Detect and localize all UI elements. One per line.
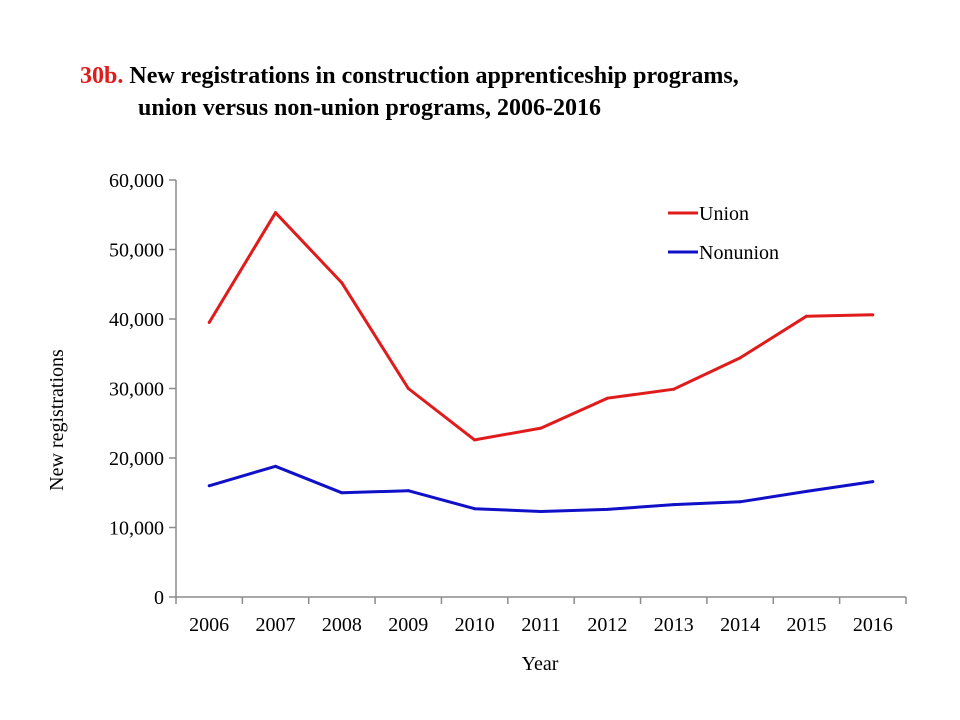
y-tick-label: 40,000	[109, 309, 164, 331]
y-tick-label: 10,000	[109, 518, 164, 540]
data-point-nonunion	[738, 500, 742, 504]
series-layer	[207, 211, 875, 514]
x-tick-label: 2015	[786, 614, 826, 636]
data-point-nonunion	[340, 491, 344, 495]
series-line-nonunion	[208, 464, 874, 513]
data-point-union	[207, 320, 211, 324]
data-point-nonunion	[274, 464, 278, 468]
x-tick-label: 2014	[720, 614, 760, 636]
chart-title-line1: 30b. New registrations in construction a…	[80, 60, 940, 92]
x-tick-label: 2007	[256, 614, 296, 636]
x-tick-label: 2012	[587, 614, 627, 636]
legend-label-nonunion: Nonunion	[699, 242, 779, 264]
data-point-union	[274, 211, 278, 215]
x-tick-label: 2006	[189, 614, 229, 636]
data-point-union	[340, 281, 344, 285]
data-point-nonunion	[539, 510, 543, 514]
data-point-union	[406, 387, 410, 390]
data-point-nonunion	[672, 503, 676, 507]
data-point-nonunion	[207, 484, 211, 488]
y-tick-label: 20,000	[109, 448, 164, 470]
x-tick-label: 2013	[654, 614, 694, 636]
chart-title-line2: union versus non-union programs, 2006-20…	[138, 95, 601, 121]
y-tick-label: 60,000	[109, 170, 164, 192]
x-axis-title: Year	[522, 653, 559, 675]
y-tick-label: 50,000	[109, 240, 164, 262]
data-point-nonunion	[804, 489, 808, 493]
chart-title-text-1: New registrations in construction appren…	[129, 63, 739, 89]
y-axis-title: New registrations	[46, 349, 68, 491]
data-point-nonunion	[406, 489, 410, 493]
data-point-union	[605, 396, 609, 400]
data-point-nonunion	[605, 507, 609, 511]
x-axis: 2006 2007 2008 2009 2010 2011 2012 2013 2014 2015…	[175, 596, 907, 636]
data-point-union	[672, 387, 676, 391]
legend-label-union: Union	[699, 203, 749, 225]
x-tick-label: 2016	[853, 614, 893, 636]
data-point-nonunion	[473, 507, 477, 511]
chart-title: 30b. New registrations in construction a…	[80, 60, 940, 124]
y-axis: 0 10,000 20,000 30,000 40,000 50,000 60,000	[109, 170, 177, 609]
x-tick-label: 2011	[521, 614, 560, 636]
data-point-union	[473, 438, 477, 442]
x-tick-label: 2010	[455, 614, 495, 636]
y-tick-label: 0	[154, 587, 164, 609]
x-tick-label: 2008	[322, 614, 362, 636]
data-point-union	[804, 314, 808, 318]
data-point-union	[738, 356, 742, 360]
data-point-union	[539, 426, 543, 430]
y-tick-label: 30,000	[109, 379, 164, 401]
data-point-nonunion	[871, 480, 875, 484]
data-point-union	[871, 313, 875, 317]
legend: Union Nonunion	[668, 203, 779, 264]
chart-number: 30b.	[80, 63, 124, 89]
x-tick-label: 2009	[388, 614, 428, 636]
